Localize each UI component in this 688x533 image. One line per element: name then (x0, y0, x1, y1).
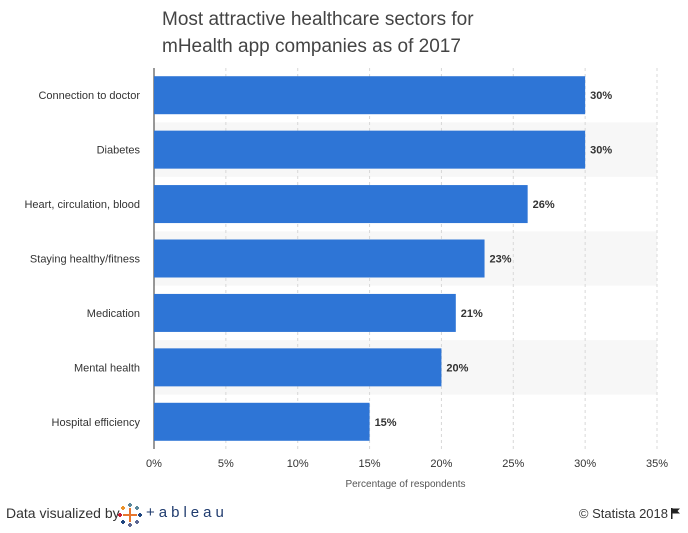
bar (154, 293, 456, 332)
tableau-wordmark[interactable]: +ableau (146, 504, 228, 521)
bar (154, 76, 586, 115)
bar (154, 348, 442, 387)
x-tick-label: 35% (646, 458, 668, 470)
x-axis-title: Percentage of respondents (345, 479, 465, 490)
x-tick-label: 15% (359, 458, 381, 470)
x-tick-label: 10% (287, 458, 309, 470)
category-label: Heart, circulation, blood (24, 199, 140, 211)
x-tick-label: 20% (430, 458, 452, 470)
flag-icon[interactable] (671, 508, 680, 519)
x-tick-label: 30% (574, 458, 596, 470)
data-label: 15% (375, 417, 397, 429)
bar (154, 239, 485, 278)
data-visualized-by-text: Data visualized by (6, 505, 120, 521)
data-label: 30% (590, 90, 612, 102)
x-tick-label: 0% (146, 458, 162, 470)
x-tick-label: 25% (502, 458, 524, 470)
chart-title: Most attractive healthcare sectors for m… (162, 6, 562, 60)
category-label: Connection to doctor (38, 90, 140, 102)
footer: Data visualized by +ableau © Statista 20… (0, 500, 688, 530)
statista-copyright[interactable]: © Statista 2018 (579, 506, 680, 521)
data-label: 21% (461, 308, 483, 320)
tableau-logo-icon[interactable] (118, 503, 142, 527)
category-label: Hospital efficiency (52, 417, 141, 429)
chart-title-line-1: Most attractive healthcare sectors for (162, 9, 474, 30)
bar-chart: 0% 5% 10% 15% 20% 25% 30% 35% Connection to doct… (24, 68, 668, 490)
chart-title-line-2: mHealth app companies as of 2017 (162, 36, 461, 57)
x-tick-label: 5% (218, 458, 234, 470)
data-label: 26% (533, 199, 555, 211)
category-label: Staying healthy/fitness (30, 254, 141, 266)
data-label: 23% (490, 254, 512, 266)
category-label: Mental health (74, 362, 140, 374)
data-label: 20% (446, 362, 468, 374)
bar (154, 185, 528, 224)
category-label: Diabetes (97, 145, 141, 157)
bar (154, 130, 586, 169)
data-label: 30% (590, 145, 612, 157)
copyright-text: © Statista 2018 (578, 506, 668, 521)
category-label: Medication (87, 308, 140, 320)
bar (154, 402, 370, 441)
